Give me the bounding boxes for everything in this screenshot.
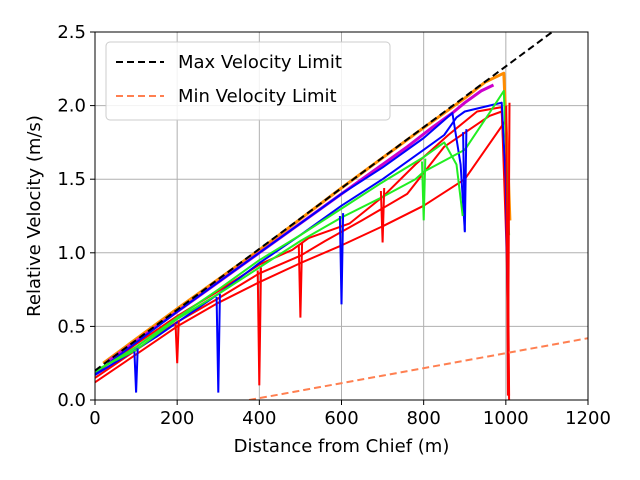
y-tick-label: 1.5 <box>57 169 86 190</box>
x-tick-label: 1000 <box>483 408 529 429</box>
velocity-dip <box>338 213 345 305</box>
velocity-dip <box>379 187 386 243</box>
legend-label: Min Velocity Limit <box>178 86 337 107</box>
y-tick-label: 1.0 <box>57 243 86 264</box>
x-tick-label: 600 <box>324 408 358 429</box>
trajectory-line <box>95 89 511 372</box>
velocity-dip <box>421 158 427 221</box>
velocity-dip <box>297 242 304 318</box>
velocity-dip <box>462 129 468 233</box>
legend: Max Velocity Limit Min Velocity Limit <box>105 41 391 121</box>
trajectory-line <box>95 112 466 375</box>
x-axis-title: Distance from Chief (m) <box>234 436 450 457</box>
y-tick-label: 2.0 <box>57 96 86 117</box>
velocity-dip <box>215 293 221 393</box>
velocity-dip <box>133 348 139 393</box>
axis-ticks: 0 200 400 600 800 1000 1200 0.0 0.5 1.0 1.5 2.0 2.5 <box>57 22 611 429</box>
y-tick-label: 0.0 <box>57 390 86 411</box>
trajectory-line <box>95 101 509 376</box>
y-tick-label: 0.5 <box>57 316 86 337</box>
x-tick-label: 200 <box>160 408 194 429</box>
trajectory-line <box>95 141 464 373</box>
y-tick-label: 2.5 <box>57 22 86 43</box>
x-tick-label: 800 <box>406 408 440 429</box>
y-axis-title: Relative Velocity (m/s) <box>24 115 45 317</box>
velocity-dip <box>256 267 262 386</box>
x-tick-label: 400 <box>242 408 276 429</box>
velocity-dip <box>505 102 511 396</box>
legend-label: Max Velocity Limit <box>178 52 342 73</box>
x-tick-label: 0 <box>89 408 100 429</box>
limit-line <box>95 32 554 372</box>
plot-area <box>95 32 588 400</box>
x-tick-label: 1200 <box>565 408 611 429</box>
velocity-dip <box>174 320 180 364</box>
limit-line <box>248 337 588 400</box>
legend-box <box>105 41 391 121</box>
